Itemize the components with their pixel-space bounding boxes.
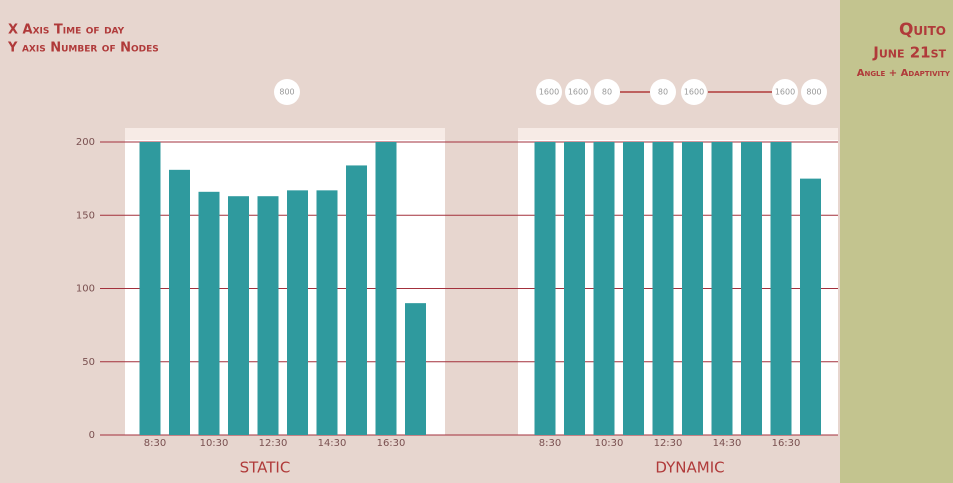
- city: Quito: [899, 20, 946, 40]
- y-tick-label: 200: [76, 137, 95, 148]
- panel-band: [125, 128, 445, 140]
- bubble: [594, 79, 620, 105]
- bar: [534, 142, 556, 435]
- bubble: [650, 79, 676, 105]
- x-tick-label: 10:30: [595, 438, 624, 449]
- bar: [652, 142, 674, 435]
- bar: [741, 142, 762, 435]
- x-axis-note: X Axis Time of day: [8, 23, 125, 38]
- annotation: 1600: [539, 88, 559, 97]
- annotation: 80: [602, 88, 612, 97]
- y-tick-label: 100: [76, 284, 95, 295]
- panel-title: DYNAMIC: [655, 459, 724, 477]
- bar: [593, 142, 615, 435]
- bar: [139, 142, 161, 435]
- x-tick-label: 12:30: [259, 438, 288, 449]
- bar: [623, 142, 644, 435]
- y-tick-label: 50: [82, 357, 95, 368]
- bubble: [801, 79, 827, 105]
- annotation: 1600: [775, 88, 795, 97]
- annotation: 1600: [684, 88, 704, 97]
- x-tick-label: 8:30: [144, 438, 166, 449]
- x-tick-label: 16:30: [377, 438, 406, 449]
- x-tick-label: 8:30: [539, 438, 561, 449]
- panel-title: STATIC: [240, 459, 291, 477]
- annotation: 80: [658, 88, 668, 97]
- bar: [257, 196, 279, 435]
- bar: [375, 142, 397, 435]
- annotation: 800: [279, 88, 294, 97]
- x-tick-label: 14:30: [318, 438, 347, 449]
- x-tick-label: 10:30: [200, 438, 229, 449]
- bar: [169, 169, 190, 435]
- bubble: [274, 79, 300, 105]
- bubble: [681, 79, 707, 105]
- bubble: [565, 79, 591, 105]
- y-tick-label: 150: [76, 210, 95, 221]
- x-tick-label: 16:30: [772, 438, 801, 449]
- annotation: 1600: [568, 88, 588, 97]
- y-tick-label: 0: [89, 430, 95, 441]
- bar: [228, 196, 249, 435]
- bar: [316, 190, 338, 435]
- bar: [711, 142, 733, 435]
- x-tick-label: 14:30: [713, 438, 742, 449]
- x-tick-label: 12:30: [654, 438, 683, 449]
- bar: [287, 190, 308, 435]
- bubble: [772, 79, 798, 105]
- bubble: [536, 79, 562, 105]
- bar: [405, 303, 426, 435]
- bar: [346, 165, 367, 435]
- bar: [770, 142, 792, 435]
- panel-band: [518, 128, 838, 140]
- bar: [198, 191, 220, 435]
- y-axis-note: Y axis Number of Nodes: [7, 41, 159, 56]
- annotation: 800: [806, 88, 821, 97]
- side-subtitle: Angle + Adaptivity: [857, 68, 951, 79]
- bar: [800, 178, 821, 435]
- side-panel: [840, 0, 953, 483]
- bar: [564, 142, 585, 435]
- date: June 21st: [872, 44, 946, 62]
- bar: [682, 142, 703, 435]
